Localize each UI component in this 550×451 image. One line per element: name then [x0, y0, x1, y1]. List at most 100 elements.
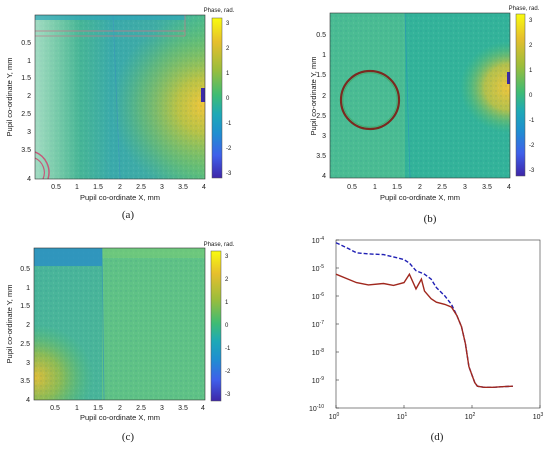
panel-c-colorbar-tick: -1 — [225, 346, 231, 352]
panel-a-frame — [34, 14, 206, 180]
panel-b-colorbar-tick: -1 — [529, 118, 535, 124]
panel-c-xtick: 3.5 — [178, 405, 188, 412]
panel-b-label: (b) — [424, 213, 437, 225]
panel-d-lines — [335, 242, 513, 388]
panel-a-xtick: 1.5 — [93, 184, 103, 191]
panel-a-ytick: 1 — [27, 58, 31, 65]
panel-c-ytick: 3 — [26, 360, 30, 367]
panel-c-colorbar: Phase, rad. 3 2 1 0 -1 -2 -3 — [204, 242, 235, 402]
panel-b-colorbar-tick: -3 — [529, 168, 535, 174]
panel-a-ytick: 3 — [27, 129, 31, 136]
panel-c-xlabel: Pupil co-ordinate X, mm — [80, 413, 160, 422]
panel-b-colorbar-tick: 3 — [529, 18, 533, 24]
panel-d: 100 101 102 103 10-4 10-5 10-6 10-7 10-8 10-9 10-1… — [309, 236, 544, 443]
panel-a-xtick: 0.5 — [51, 184, 61, 191]
panel-c-ytick: 3.5 — [20, 378, 30, 385]
panel-d-frame — [335, 239, 541, 409]
panel-a-ytick: 2 — [27, 93, 31, 100]
panel-d-xtick-label: 103 — [533, 412, 544, 421]
panel-c-xtick: 3 — [160, 405, 164, 412]
panel-b-colorbar-title: Phase, rad. — [509, 6, 540, 12]
panel-b-xtick: 3 — [463, 184, 467, 191]
panel-a-xtick: 2.5 — [136, 184, 146, 191]
panel-d-ytick-label: 10-8 — [312, 348, 324, 357]
panel-c-colorbar-tick: 3 — [225, 254, 229, 260]
panel-a-xtick: 1 — [75, 184, 79, 191]
panel-b-xtick: 3.5 — [482, 184, 492, 191]
panel-b: 0.5 1 1.5 2 2.5 3 3.5 4 0.5 1 1.5 2 2.5 … — [309, 6, 540, 225]
panel-b-heatmap — [330, 13, 510, 178]
panel-b-colorbar-tick: -2 — [529, 143, 535, 149]
panel-c: 0.5 1 1.5 2 2.5 3 3.5 4 0.5 1 1.5 2 2.5 … — [5, 242, 235, 443]
panel-a-xlabel: Pupil co-ordinate X, mm — [80, 193, 160, 202]
panel-a-ytick: 3.5 — [21, 147, 31, 154]
panel-b-xticks: 0.5 1 1.5 2 2.5 3 3.5 4 — [347, 184, 511, 191]
panel-c-xtick: 2.5 — [136, 405, 146, 412]
panel-b-ytick: 1.5 — [316, 72, 326, 79]
panel-c-xtick: 1 — [75, 405, 79, 412]
panel-a-colorbar-title: Phase, rad. — [204, 8, 235, 14]
panel-a-ytick: 1.5 — [21, 75, 31, 82]
panel-a-xtick: 2 — [118, 184, 122, 191]
panel-b-xtick: 4 — [507, 184, 511, 191]
panel-b-colorbar-tick: 2 — [529, 43, 533, 49]
panel-b-xtick: 1 — [373, 184, 377, 191]
panel-b-circle-annotation — [339, 69, 401, 131]
panel-a-ylabel: Pupil co-ordinate Y, mm — [5, 58, 14, 137]
panel-c-colorbar-tick: -3 — [225, 392, 231, 398]
panel-b-xlabel: Pupil co-ordinate X, mm — [380, 193, 460, 202]
panel-b-xtick: 2 — [418, 184, 422, 191]
panel-a-colorbar: Phase, rad. 3 2 1 0 -1 -2 -3 — [204, 8, 235, 179]
panel-d-xtick-label: 100 — [329, 412, 340, 421]
panel-b-ytick: 3 — [322, 133, 326, 140]
panel-d-series-solid — [335, 272, 513, 388]
panel-c-ytick: 1 — [26, 285, 30, 292]
panel-c-colorbar-tick: 1 — [225, 300, 229, 306]
panel-c-ytick: 2.5 — [20, 341, 30, 348]
panel-c-label: (c) — [122, 431, 135, 443]
panel-a-yticks: 0.5 1 1.5 2 2.5 3 3.5 4 — [21, 40, 31, 183]
panel-a-xtick: 3 — [160, 184, 164, 191]
panel-b-ylabel: Pupil co-ordinate Y, mm — [309, 57, 318, 136]
panel-a-colorbar-tick: -3 — [226, 171, 232, 177]
panel-a-colorbar-tick: 3 — [226, 21, 230, 27]
panel-c-frame — [33, 247, 206, 401]
panel-c-xtick: 2 — [118, 405, 122, 412]
panel-a-colorbar-tick: -1 — [226, 121, 232, 127]
panel-c-ytick: 4 — [26, 397, 30, 404]
panel-b-colorbar: Phase, rad. 3 2 1 0 -1 -2 -3 — [509, 6, 540, 177]
panel-d-xtick-label: 101 — [397, 412, 408, 421]
panel-c-colorbar-tick: -2 — [225, 369, 231, 375]
panel-c-xtick: 4 — [201, 405, 205, 412]
panel-c-ytick: 1.5 — [20, 303, 30, 310]
panel-d-ytick-label: 10-4 — [312, 236, 324, 245]
panel-d-ticks: 100 101 102 103 10-4 10-5 10-6 10-7 10-8 10-9 10-1… — [309, 236, 544, 421]
panel-a-colorbar-tick: 1 — [226, 71, 230, 77]
panel-d-xtick-label: 102 — [465, 412, 476, 421]
panel-c-colorbar-tick: 0 — [225, 323, 229, 329]
panel-d-ytick-label: 10-7 — [312, 320, 324, 329]
panel-c-xtick: 0.5 — [50, 405, 60, 412]
panel-a-colorbar-tick: 0 — [226, 96, 230, 102]
panel-d-label: (d) — [431, 431, 444, 443]
panel-b-ytick: 3.5 — [316, 153, 326, 160]
panel-a-xticks: 0.5 1 1.5 2 2.5 3 3.5 4 — [51, 184, 206, 191]
panel-b-ytick: 1 — [322, 52, 326, 59]
panel-c-ytick: 2 — [26, 322, 30, 329]
panel-b-colorbar-tick: 0 — [529, 93, 533, 99]
panel-d-ytick-label: 10-10 — [309, 404, 324, 413]
panel-a-ytick: 2.5 — [21, 111, 31, 118]
panel-b-ytick: 0.5 — [316, 32, 326, 39]
panel-b-xtick: 2.5 — [437, 184, 447, 191]
panel-a-ytick: 4 — [27, 176, 31, 183]
panel-a-colorbar-tick: 2 — [226, 46, 230, 52]
panel-c-ylabel: Pupil co-ordinate Y, mm — [5, 285, 14, 364]
panel-a-xtick: 3.5 — [178, 184, 188, 191]
panel-c-colorbar-title: Phase, rad. — [204, 242, 235, 248]
panel-b-ytick: 2.5 — [316, 113, 326, 120]
panel-d-ytick-label: 10-5 — [312, 264, 324, 273]
panel-c-ytick: 0.5 — [20, 266, 30, 273]
panel-a-xtick: 4 — [202, 184, 206, 191]
panel-b-xtick: 1.5 — [392, 184, 402, 191]
